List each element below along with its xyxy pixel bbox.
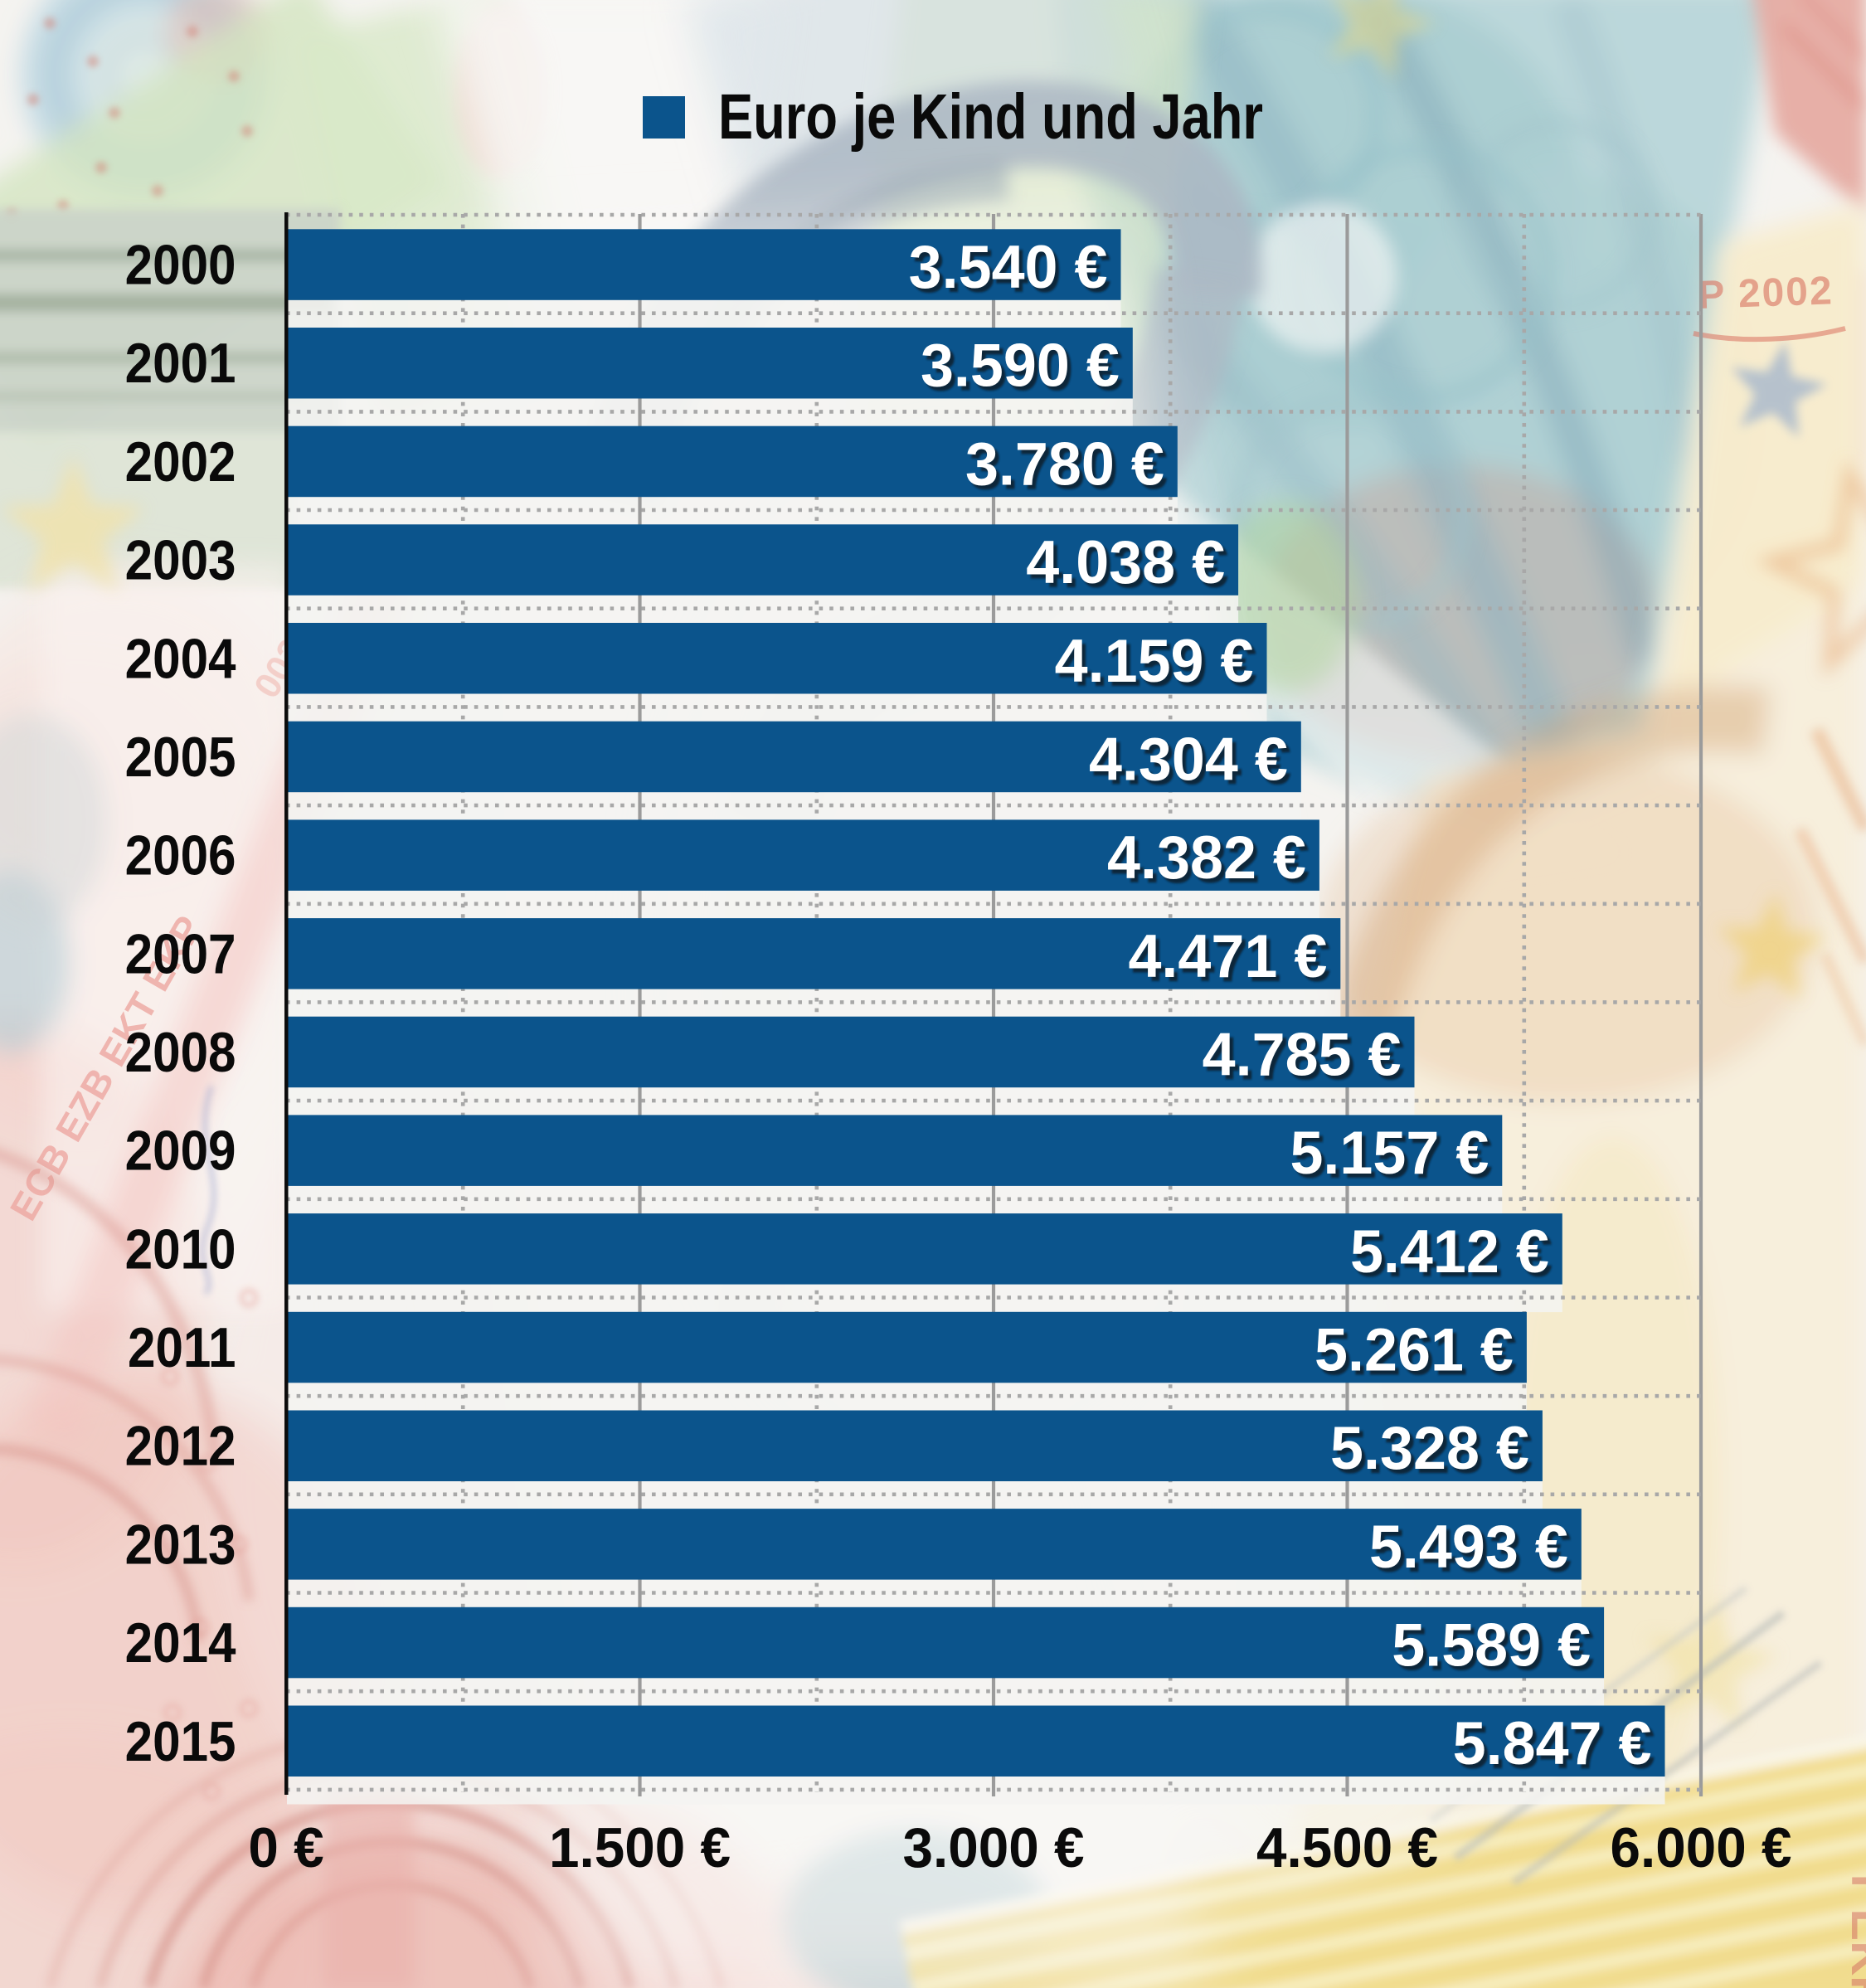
- svg-text:5.261 €: 5.261 €: [1314, 1316, 1514, 1384]
- svg-text:2013: 2013: [125, 1513, 236, 1576]
- svg-text:2005: 2005: [125, 726, 236, 789]
- svg-text:2002: 2002: [125, 430, 236, 493]
- svg-text:3.590 €: 3.590 €: [924, 336, 1123, 404]
- svg-text:5.261 €: 5.261 €: [1319, 1320, 1518, 1388]
- svg-text:4.159 €: 4.159 €: [1055, 627, 1254, 695]
- svg-text:2009: 2009: [125, 1119, 236, 1182]
- svg-text:4.471 €: 4.471 €: [1128, 922, 1327, 990]
- svg-text:2012: 2012: [125, 1414, 236, 1477]
- svg-text:4.038 €: 4.038 €: [1026, 529, 1225, 597]
- svg-text:5.589 €: 5.589 €: [1392, 1611, 1591, 1679]
- svg-text:2010: 2010: [125, 1218, 236, 1281]
- svg-text:5.328 €: 5.328 €: [1330, 1415, 1529, 1483]
- svg-text:4.304 €: 4.304 €: [1092, 730, 1291, 798]
- svg-text:5.157 €: 5.157 €: [1294, 1124, 1493, 1192]
- svg-text:4.382 €: 4.382 €: [1107, 824, 1306, 892]
- svg-text:5.493 €: 5.493 €: [1369, 1513, 1568, 1581]
- svg-text:Euro je Kind und Jahr: Euro je Kind und Jahr: [718, 81, 1263, 153]
- svg-text:2006: 2006: [125, 824, 236, 887]
- svg-text:T EKP: T EKP: [1841, 1866, 1866, 1988]
- svg-text:2001: 2001: [125, 332, 236, 395]
- svg-text:6.000 €: 6.000 €: [1611, 1817, 1792, 1879]
- svg-text:2003: 2003: [125, 528, 236, 591]
- svg-text:5.412 €: 5.412 €: [1353, 1222, 1553, 1290]
- svg-text:2015: 2015: [125, 1709, 236, 1772]
- svg-text:1.500 €: 1.500 €: [549, 1817, 731, 1879]
- svg-text:2000: 2000: [125, 233, 236, 296]
- svg-text:5.847 €: 5.847 €: [1456, 1714, 1655, 1782]
- svg-text:3.540 €: 3.540 €: [912, 238, 1111, 306]
- svg-text:4.304 €: 4.304 €: [1089, 726, 1288, 794]
- svg-text:4.471 €: 4.471 €: [1132, 926, 1331, 994]
- svg-text:2014: 2014: [125, 1611, 236, 1674]
- svg-text:4.785 €: 4.785 €: [1203, 1021, 1402, 1089]
- svg-text:2011: 2011: [128, 1316, 236, 1379]
- svg-text:5.589 €: 5.589 €: [1396, 1616, 1595, 1684]
- svg-text:3.780 €: 3.780 €: [969, 435, 1168, 503]
- svg-text:4.382 €: 4.382 €: [1111, 829, 1310, 897]
- svg-text:4.785 €: 4.785 €: [1206, 1025, 1405, 1093]
- svg-text:5.412 €: 5.412 €: [1350, 1218, 1549, 1286]
- svg-text:2004: 2004: [125, 627, 236, 690]
- svg-text:3.780 €: 3.780 €: [965, 430, 1164, 498]
- svg-text:4.500 €: 4.500 €: [1256, 1817, 1438, 1879]
- svg-text:5.328 €: 5.328 €: [1334, 1419, 1533, 1487]
- svg-text:3.540 €: 3.540 €: [909, 234, 1108, 302]
- svg-text:4.038 €: 4.038 €: [1030, 533, 1229, 601]
- svg-text:0 €: 0 €: [248, 1817, 323, 1879]
- svg-text:P 2002: P 2002: [1698, 269, 1834, 318]
- svg-text:4.159 €: 4.159 €: [1058, 631, 1257, 699]
- svg-text:5.157 €: 5.157 €: [1290, 1120, 1489, 1188]
- svg-text:2008: 2008: [125, 1021, 236, 1084]
- svg-text:3.590 €: 3.590 €: [921, 332, 1120, 400]
- svg-text:3.000 €: 3.000 €: [903, 1817, 1085, 1879]
- svg-text:2007: 2007: [125, 922, 236, 985]
- svg-text:5.847 €: 5.847 €: [1453, 1710, 1652, 1778]
- svg-text:5.493 €: 5.493 €: [1373, 1517, 1572, 1585]
